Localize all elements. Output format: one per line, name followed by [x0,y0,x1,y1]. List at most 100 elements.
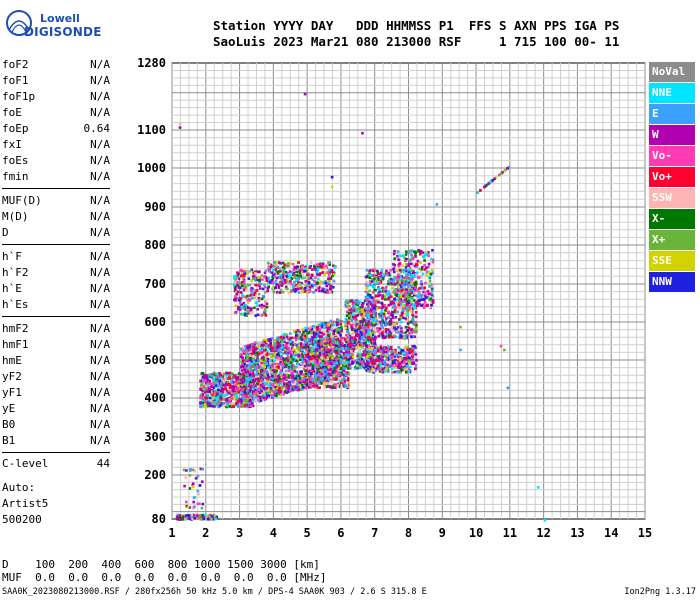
echo-point [291,388,294,391]
echo-point [330,345,334,349]
echo-point [273,281,276,285]
param-row: MUF(D) N/A [2,193,110,209]
echo-point [326,363,330,366]
echo-point [411,331,414,334]
echo-point [259,350,263,353]
param-row: yF2 N/A [2,369,110,385]
echo-point [365,287,369,290]
echo-point [267,366,270,369]
echo-point [219,390,222,394]
echo-point [242,400,245,404]
echo-point [332,273,336,276]
echo-point [253,392,256,396]
echo-point [411,316,415,320]
param-name: h`Es [2,298,29,311]
echo-point [245,288,249,291]
echo-point [203,388,206,392]
echo-point [318,328,322,332]
echo-point [331,350,335,353]
echo-point [372,319,376,322]
echo-point [369,300,373,303]
echo-point [324,342,327,345]
echo-point [240,296,244,299]
echo-point [303,339,306,343]
echo-point [344,353,348,356]
echo-point [353,304,356,308]
echo-point [336,371,340,375]
echo-point [289,374,292,378]
echo-point [368,317,372,321]
echo-point [271,359,274,363]
echo-point [291,358,295,361]
echo-point [243,368,247,372]
echo-point [347,306,351,310]
echo-point [386,282,390,286]
echo-point [285,377,289,381]
echo-point [244,389,247,393]
echo-point [349,336,353,340]
param-row: foEp 0.64 [2,121,110,137]
echo-point [326,291,330,294]
echo-point [283,350,287,354]
echo-point [306,340,310,344]
echo-point [244,345,247,348]
echo-point [314,288,318,292]
echo-point [316,328,319,332]
echo-point [318,386,322,389]
echo-point [387,296,391,299]
echo-point [237,272,240,276]
echo-point [233,288,237,291]
echo-point [261,313,265,316]
param-separator [2,188,110,189]
echo-point [292,355,296,358]
echo-point [241,370,245,374]
echo-point [352,331,355,335]
echo-point [223,372,226,376]
echo-point [316,268,320,272]
echo-point [388,334,392,337]
echo-point [372,301,375,305]
echo-point [366,359,369,363]
echo-point [209,404,212,408]
echo-point [405,273,408,277]
echo-point [364,295,368,299]
echo-point [266,287,270,290]
echo-point [236,276,239,279]
echo-point [360,363,363,367]
echo-point [362,360,365,364]
echo-point [275,283,278,286]
echo-point [285,356,289,360]
echo-point [347,311,351,315]
echo-point [409,302,412,306]
echo-point [329,377,333,381]
echo-point [255,383,259,387]
echo-point [267,267,270,271]
echo-point [245,310,248,314]
echo-point [298,342,301,346]
echo-point [261,366,265,369]
echo-point [281,271,285,274]
echo-point [309,360,312,364]
echo-point [328,349,332,352]
echo-point [352,309,356,312]
echo-point [366,324,369,327]
echo-point [309,342,312,345]
echo-point [313,383,317,386]
echo-point [325,385,328,389]
echo-point [345,371,348,374]
echo-point [257,299,261,303]
echo-point [236,307,240,311]
echo-point [283,373,286,376]
echo-point [389,302,393,306]
echo-point [305,276,308,280]
echo-point [297,374,301,378]
echo-point [318,289,321,293]
echo-point [260,347,264,350]
echo-point [389,331,393,335]
echo-point [273,344,277,348]
echo-point [376,287,380,291]
echo-point [379,312,383,315]
echo-point [219,404,222,407]
echo-point [311,352,315,355]
param-name: hmF2 [2,322,29,335]
